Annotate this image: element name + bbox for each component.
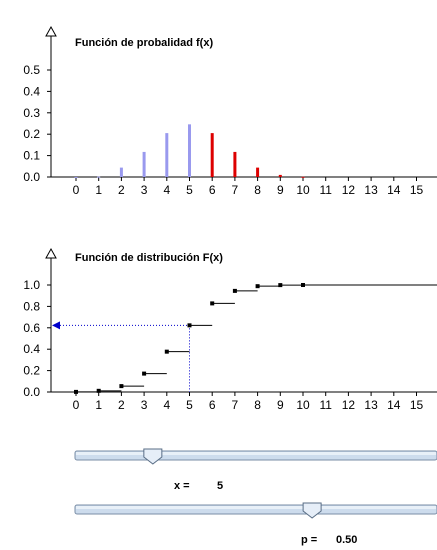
x-tick-label: 7 — [232, 183, 239, 197]
x-tick-label: 13 — [364, 183, 378, 197]
x-slider[interactable]: x = 5 — [74, 448, 437, 492]
p-slider-label: p = — [301, 534, 317, 546]
x-tick-label: 4 — [163, 183, 170, 197]
x-tick-label: 8 — [254, 398, 261, 412]
x-slider-thumb[interactable] — [143, 448, 163, 465]
cdf-point — [232, 288, 237, 293]
x-slider-value: 5 — [217, 480, 223, 492]
x-tick-label: 9 — [277, 398, 284, 412]
x-tick-label: 8 — [254, 183, 261, 197]
probability-bar — [188, 124, 191, 177]
probability-chart-title: Función de probalidad f(x) — [75, 37, 213, 49]
x-tick-label: 11 — [319, 183, 332, 197]
x-tick-label: 4 — [163, 398, 170, 412]
y-tick-label: 0.1 — [23, 149, 40, 163]
x-tick-label: 5 — [186, 398, 193, 412]
y-tick-label: 0.8 — [23, 299, 40, 313]
p-slider[interactable]: p = 0.50 — [74, 502, 437, 546]
probability-bar — [256, 167, 260, 177]
x-tick-label: 1 — [95, 398, 102, 412]
x-tick-label: 5 — [186, 183, 193, 197]
probability-bar — [278, 174, 282, 177]
x-slider-label: x = — [174, 480, 190, 492]
x-tick-label: 14 — [387, 183, 401, 197]
cdf-point — [187, 323, 192, 328]
distribution-chart-title: Función de distribución F(x) — [75, 252, 223, 264]
y-tick-label: 0.2 — [23, 127, 40, 141]
probability-bar — [74, 176, 78, 178]
y-axis-arrow-icon — [45, 25, 57, 37]
probability-bar — [165, 133, 169, 177]
y-tick-label: 1.0 — [23, 278, 40, 292]
x-tick-label: 3 — [141, 398, 148, 412]
probability-bar — [210, 133, 214, 177]
y-tick-label: 0.0 — [23, 170, 40, 184]
distribution-chart: Función de distribución F(x) 0.0 0.2 0.4 0.… — [23, 247, 437, 412]
probability-bar — [233, 151, 237, 177]
p-slider-thumb[interactable] — [302, 502, 322, 519]
y-tick-label: 0.4 — [23, 84, 40, 98]
x-tick-label: 14 — [387, 398, 401, 412]
x-tick-label: 15 — [410, 183, 424, 197]
p-slider-value: 0.50 — [336, 534, 357, 546]
probability-bar — [301, 176, 305, 178]
y-tick-label: 0.0 — [23, 385, 40, 399]
x-tick-label: 0 — [73, 183, 80, 197]
cdf-point — [74, 389, 78, 394]
x-tick-label: 7 — [232, 398, 239, 412]
y-tick-label: 0.6 — [23, 321, 40, 335]
cdf-point — [210, 301, 215, 306]
y-tick-label: 0.5 — [23, 63, 40, 77]
x-tick-label: 2 — [118, 398, 125, 412]
x-tick-label: 6 — [209, 398, 216, 412]
cdf-point — [301, 283, 305, 287]
x-tick-label: 12 — [342, 398, 356, 412]
marker-arrow-icon — [52, 321, 60, 330]
x-tick-label: 0 — [73, 398, 80, 412]
y-axis-arrow-icon — [45, 247, 57, 259]
cdf-point — [255, 284, 260, 289]
x-tick-label: 11 — [319, 398, 332, 412]
x-tick-label: 2 — [118, 183, 125, 197]
cdf-point — [96, 388, 101, 393]
probability-bar — [142, 151, 146, 177]
x-tick-label: 1 — [95, 183, 102, 197]
probability-bar — [97, 176, 101, 178]
y-tick-label: 0.4 — [23, 342, 40, 356]
cdf-point — [142, 371, 147, 376]
y-tick-label: 0.2 — [23, 364, 40, 378]
x-tick-label: 6 — [209, 183, 216, 197]
probability-chart: Función de probalidad f(x) 0.0 0.1 0.2 0.3 0… — [23, 25, 437, 197]
x-tick-label: 9 — [277, 183, 284, 197]
cdf-point — [278, 283, 283, 288]
x-tick-label: 10 — [296, 183, 310, 197]
probability-bar — [119, 167, 123, 177]
x-tick-label: 13 — [364, 398, 378, 412]
x-tick-label: 15 — [410, 398, 424, 412]
x-tick-label: 10 — [296, 398, 310, 412]
y-tick-label: 0.3 — [23, 106, 40, 120]
x-tick-label: 12 — [342, 183, 356, 197]
cdf-point — [164, 349, 169, 354]
cdf-point — [119, 384, 124, 389]
x-tick-label: 3 — [141, 183, 148, 197]
